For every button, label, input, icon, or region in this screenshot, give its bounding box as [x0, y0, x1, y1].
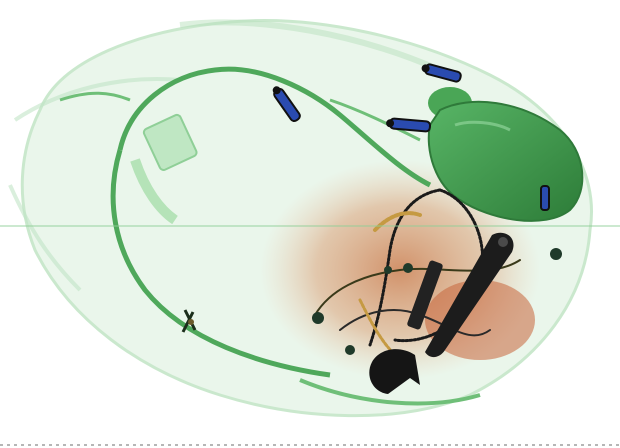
wrench — [369, 232, 514, 394]
zipper-pull-3 — [272, 86, 301, 123]
bag-outline — [59, 66, 481, 406]
dense-clothing-core — [425, 280, 535, 360]
zipper-pull-1 — [421, 63, 462, 83]
clip — [181, 309, 197, 333]
zipper-pull-4 — [540, 185, 550, 211]
small-metal-items — [312, 248, 562, 355]
zipper-pull-2 — [386, 117, 432, 133]
